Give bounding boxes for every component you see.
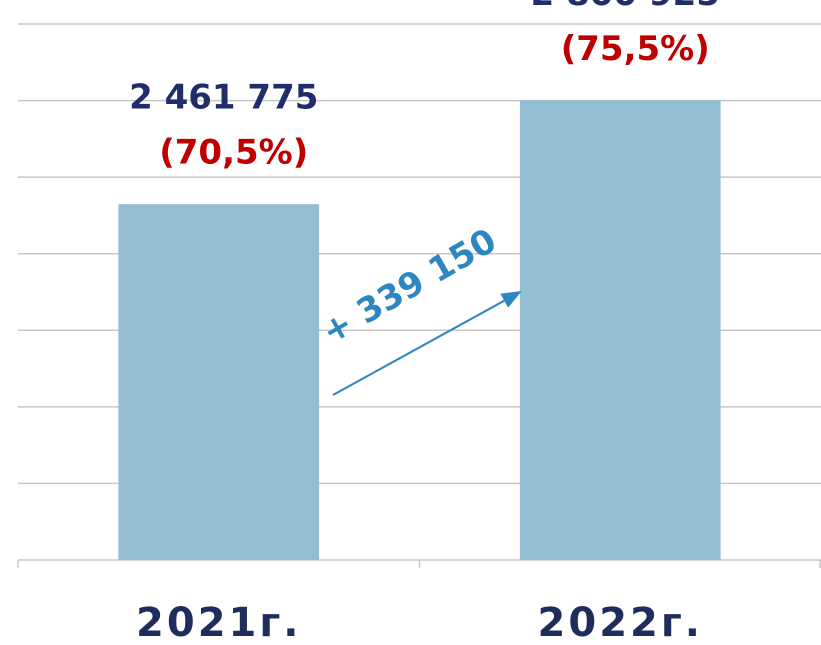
- share-label: (75,5%): [561, 29, 710, 69]
- x-tick-label: 2022г.: [538, 600, 703, 645]
- value-label: 2 461 775: [129, 78, 318, 118]
- annotation: + 339 150: [315, 221, 503, 353]
- x-tick-label: 2021г.: [136, 600, 301, 645]
- arrow: [332, 291, 522, 396]
- bar: [118, 204, 320, 560]
- bar: [519, 100, 721, 560]
- share-label: (70,5%): [159, 133, 308, 173]
- value-label: 2 800 925: [531, 0, 720, 14]
